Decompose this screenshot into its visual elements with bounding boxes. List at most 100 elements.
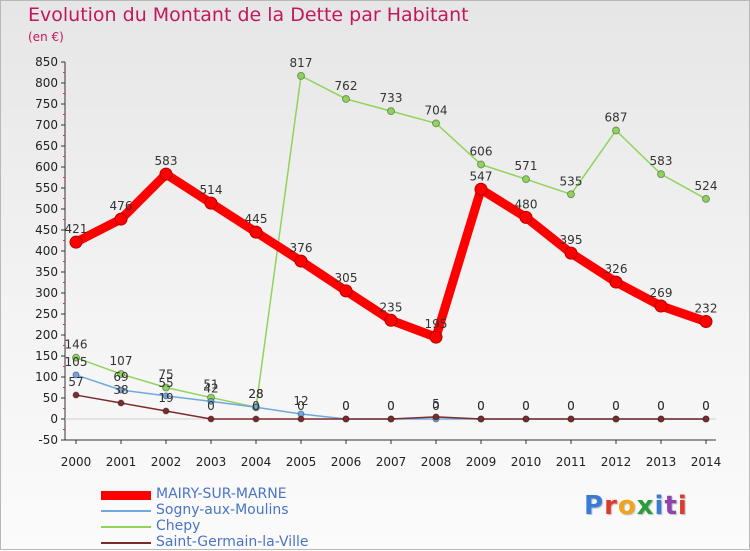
data-point: [432, 413, 440, 421]
data-point: [69, 235, 83, 249]
y-tick-label: 750: [35, 97, 58, 111]
data-point: [612, 126, 620, 135]
data-point: [72, 353, 80, 362]
data-label: 547: [470, 169, 493, 183]
y-tick-label: 700: [35, 118, 58, 132]
y-tick-label: 850: [35, 55, 58, 69]
y-tick-label: 550: [35, 181, 58, 195]
series-saint-germain-la-ville: [72, 391, 710, 423]
data-point: [117, 370, 125, 379]
data-label: 0: [522, 399, 530, 413]
data-label: 269: [650, 286, 673, 300]
data-point: [342, 94, 350, 103]
data-point: [567, 190, 575, 199]
data-point: [387, 415, 395, 423]
data-point: [72, 391, 80, 399]
x-tick-label: 2004: [241, 455, 272, 469]
data-point: [342, 415, 350, 423]
data-label: 19: [158, 391, 173, 405]
x-tick-label: 2001: [106, 455, 137, 469]
data-point: [297, 415, 305, 423]
x-tick-label: 2009: [466, 455, 497, 469]
data-point: [702, 415, 710, 423]
data-label: 524: [695, 179, 718, 193]
data-point: [204, 196, 218, 210]
y-tick-label: 200: [35, 328, 58, 342]
y-tick-label: 100: [35, 370, 58, 384]
series-mairy-sur-marne: [69, 167, 713, 344]
data-label: 38: [113, 383, 128, 397]
data-label: 476: [110, 199, 133, 213]
data-label: 0: [702, 399, 710, 413]
data-label: 0: [567, 399, 575, 413]
data-label: 376: [290, 241, 313, 255]
x-tick-label: 2012: [601, 455, 632, 469]
x-tick-label: 2005: [286, 455, 317, 469]
data-label: 0: [702, 399, 710, 413]
x-tick-label: 2007: [376, 455, 407, 469]
y-tick-label: 350: [35, 265, 58, 279]
y-tick-label: 650: [35, 139, 58, 153]
chart-subtitle: (en €): [28, 30, 64, 44]
data-label: 480: [515, 197, 538, 211]
data-point: [72, 371, 80, 379]
data-point: [162, 392, 170, 400]
x-tick-label: 2010: [511, 455, 542, 469]
data-point: [654, 299, 668, 313]
x-tick-label: 2008: [421, 455, 452, 469]
data-point: [567, 415, 575, 423]
x-tick-label: 2000: [61, 455, 92, 469]
data-label: 0: [342, 399, 350, 413]
data-label: 105: [65, 355, 88, 369]
data-point: [384, 313, 398, 327]
data-point: [162, 407, 170, 415]
y-tick-label: 0: [50, 412, 58, 426]
data-point: [162, 383, 170, 392]
y-tick-label: 600: [35, 160, 58, 174]
y-tick-label: 800: [35, 76, 58, 90]
x-tick-label: 2014: [691, 455, 722, 469]
data-label: 0: [477, 399, 485, 413]
data-point: [207, 397, 215, 405]
y-tick-label: 500: [35, 202, 58, 216]
data-label: 12: [293, 394, 308, 408]
data-point: [252, 403, 260, 411]
data-point: [249, 225, 263, 239]
data-label: 0: [432, 399, 440, 413]
data-label: 57: [68, 375, 83, 389]
data-point: [564, 246, 578, 260]
data-label: 817: [290, 56, 313, 70]
data-point: [297, 71, 305, 80]
data-label: 571: [515, 159, 538, 173]
data-label: 0: [522, 399, 530, 413]
x-tick-label: 2003: [196, 455, 227, 469]
legend-label: Saint-Germain-la-Ville: [156, 534, 309, 550]
data-label: 28: [248, 387, 263, 401]
data-label: 514: [200, 183, 223, 197]
data-label: 235: [380, 300, 403, 314]
data-label: 0: [612, 399, 620, 413]
y-tick-label: 400: [35, 244, 58, 258]
y-tick-label: 250: [35, 307, 58, 321]
legend-swatch: [101, 526, 151, 528]
data-point: [252, 415, 260, 423]
data-point: [432, 119, 440, 128]
x-tick-label: 2011: [556, 455, 587, 469]
legend-label: Sogny-aux-Moulins: [156, 502, 289, 518]
data-point: [657, 415, 665, 423]
data-point: [294, 254, 308, 268]
data-label: 733: [380, 91, 403, 105]
data-point: [519, 210, 533, 224]
data-point: [474, 182, 488, 196]
data-label: 195: [425, 317, 448, 331]
proxiti-logo: Proxiti: [584, 491, 688, 521]
y-tick-label: 150: [35, 349, 58, 363]
data-label: 42: [203, 381, 218, 395]
data-label: 146: [65, 338, 88, 352]
data-point: [477, 160, 485, 169]
data-label: 395: [560, 233, 583, 247]
data-label: 232: [695, 302, 718, 316]
data-label: 0: [612, 399, 620, 413]
legend-swatch: [101, 491, 151, 500]
